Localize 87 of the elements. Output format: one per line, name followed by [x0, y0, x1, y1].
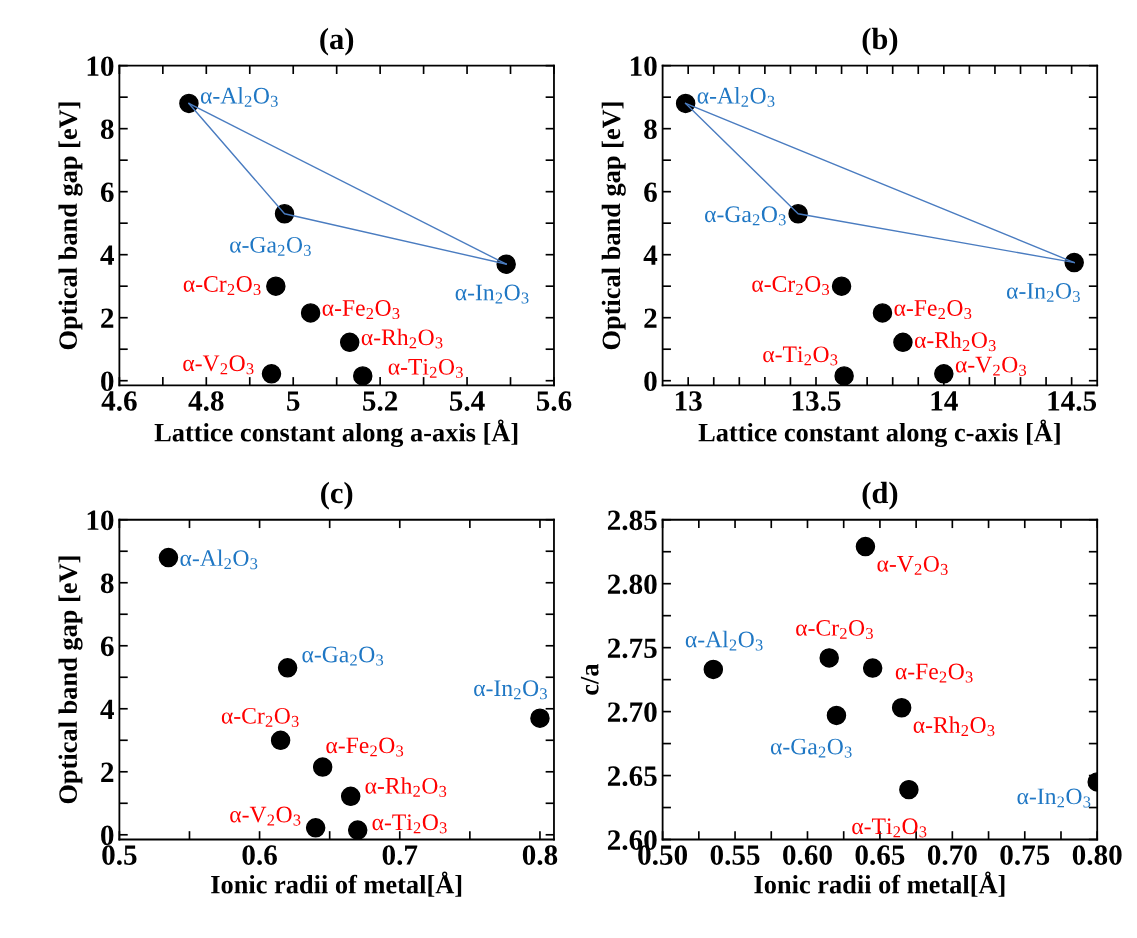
y-tick-label: 10	[87, 510, 114, 531]
data-label: α-Al$_{2}$O$_{3}$	[685, 630, 763, 651]
data-label: α-Ga$_{2}$O$_{3}$	[230, 236, 311, 256]
data-label: α-Al$_{2}$O$_{3}$	[697, 87, 775, 107]
x-tick-label: 5.6	[536, 391, 572, 411]
data-label: α-Rh$_{2}$O$_{3}$	[913, 716, 995, 737]
x-tick-label: 5.2	[363, 391, 398, 411]
data-label: α-Fe$_{2}$O$_{3}$	[895, 663, 973, 683]
y-tick-label: 6	[100, 636, 114, 657]
y-tick-label: 2.70	[607, 702, 657, 723]
data-label: α-Ti$_{2}$O$_{3}$	[852, 818, 927, 838]
y-axis-title: Optical band gap [eV]	[58, 102, 83, 350]
data-label: α-Al$_{2}$O$_{3}$	[200, 87, 278, 107]
y-tick-label: 2.80	[607, 574, 657, 595]
data-label: α-V$_{2}$O$_{3}$	[955, 356, 1027, 376]
y-tick-label: 4	[643, 245, 658, 265]
x-tick-label: 4.8	[188, 391, 224, 411]
data-label: α-Fe$_{2}$O$_{3}$	[322, 300, 400, 320]
y-tick-label: 6	[100, 182, 114, 203]
y-tick-label: 2.85	[607, 510, 657, 531]
y-axis-title: Optical band gap [eV]	[601, 102, 626, 350]
data-label: α-Cr$_{2}$O$_{3}$	[796, 619, 873, 640]
data-label: α-Ti$_{2}$O$_{3}$	[763, 346, 838, 366]
data-label: α-In$_{2}$O$_{3}$	[474, 680, 547, 700]
data-label: α-In$_{2}$O$_{3}$	[455, 284, 529, 304]
data-label: α-Ti$_{2}$O$_{3}$	[388, 358, 463, 378]
y-tick-label: 8	[100, 573, 114, 594]
x-tick-label: 14.5	[1048, 391, 1097, 411]
data-label: α-Al$_{2}$O$_{3}$	[180, 549, 258, 570]
x-tick-label: 0.80	[1072, 845, 1122, 866]
x-tick-label: 0.65	[855, 845, 905, 866]
chart-title: (b)	[862, 27, 898, 56]
x-tick-label: 0.70	[927, 845, 977, 866]
chart-title: (d)	[862, 481, 898, 510]
x-tick-label: 5	[287, 391, 300, 411]
data-label: α-Rh$_{2}$O$_{3}$	[361, 328, 443, 349]
chart-title: (a)	[320, 27, 354, 56]
y-tick-label: 2.75	[607, 638, 657, 659]
y-tick-label: 4	[100, 699, 114, 719]
x-tick-label: 0.60	[783, 845, 832, 866]
x-axis-title: Ionic radii of metal[Å]	[754, 871, 1005, 897]
y-tick-label: 4	[100, 245, 114, 265]
x-tick-label: 0.75	[1000, 845, 1050, 866]
data-label: α-Ga$_{2}$O$_{3}$	[705, 206, 786, 226]
data-label: α-Fe$_{2}$O$_{3}$	[326, 737, 404, 757]
y-tick-label: 0	[101, 825, 114, 846]
x-tick-label: 4.6	[101, 391, 137, 411]
chart-title: (c)	[321, 481, 353, 510]
data-label: α-Ga$_{2}$O$_{3}$	[302, 646, 384, 666]
data-label: α-Cr$_{2}$O$_{3}$	[221, 707, 299, 727]
y-tick-label: 10	[630, 56, 657, 77]
y-tick-label: 2.65	[607, 766, 657, 787]
data-label: α-Fe$_{2}$O$_{3}$	[894, 300, 972, 320]
x-tick-label: 0.6	[242, 845, 277, 866]
x-tick-label: 5.4	[449, 391, 485, 411]
y-tick-label: 2	[644, 308, 657, 328]
data-label: α-Rh$_{2}$O$_{3}$	[914, 331, 996, 352]
x-tick-label: 13.5	[792, 391, 841, 411]
x-tick-label: 14	[931, 391, 958, 411]
y-tick-label: 2	[101, 308, 114, 328]
y-tick-label: 8	[644, 119, 657, 140]
data-label: α-Cr$_{2}$O$_{3}$	[183, 276, 261, 296]
data-label: α-Ti$_{2}$O$_{3}$	[372, 814, 447, 834]
data-label: α-Rh$_{2}$O$_{3}$	[365, 777, 447, 797]
data-label: α-Cr$_{2}$O$_{3}$	[752, 276, 830, 296]
y-tick-label: 2	[101, 762, 114, 782]
y-tick-label: 6	[644, 182, 657, 203]
y-tick-label: 0	[101, 371, 114, 392]
data-label: α-Ga$_{2}$O$_{3}$	[770, 738, 852, 758]
data-label: α-V$_{2}$O$_{3}$	[877, 555, 948, 575]
x-axis-title: Ionic radii of metal[Å]	[211, 871, 462, 897]
x-axis-title: Lattice constant along a-axis [Å]	[154, 419, 518, 448]
data-label: α-V$_{2}$O$_{3}$	[230, 806, 301, 826]
x-tick-label: 0.55	[710, 845, 760, 866]
data-label: α-In$_{2}$O$_{3}$	[1007, 282, 1080, 303]
x-tick-label: 0.7	[382, 845, 418, 866]
y-tick-label: 0	[644, 371, 657, 392]
y-tick-label: 10	[87, 56, 114, 77]
y-tick-label: 8	[100, 119, 114, 140]
x-tick-label: 13	[675, 391, 702, 411]
y-axis-title: Optical band gap [eV]	[58, 556, 83, 804]
x-tick-label: 0.8	[522, 845, 558, 866]
y-axis-title: c/a	[580, 663, 599, 695]
x-tick-label: 0.5	[102, 845, 137, 866]
data-label: α-V$_{2}$O$_{3}$	[183, 355, 254, 375]
data-label: α-In$_{2}$O$_{3}$	[1017, 788, 1091, 808]
x-axis-title: Lattice constant along c-axis [Å]	[698, 419, 1060, 448]
